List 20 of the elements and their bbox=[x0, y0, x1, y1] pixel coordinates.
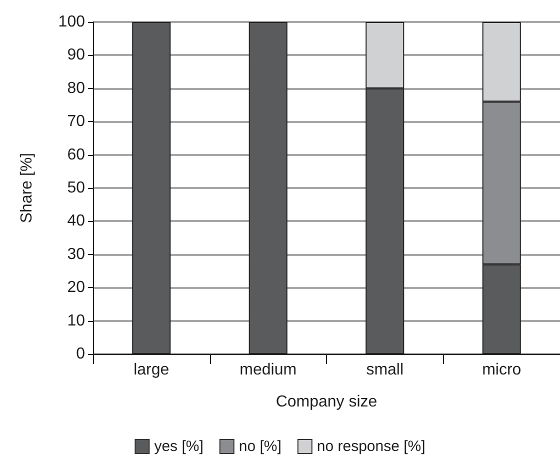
y-tick-label: 80 bbox=[67, 80, 86, 97]
x-tick-label: medium bbox=[240, 362, 297, 378]
y-tick-label: 90 bbox=[67, 46, 86, 64]
y-tick-label: 50 bbox=[67, 180, 86, 196]
y-tick-label: 0 bbox=[76, 346, 86, 362]
x-axis-title: Company size bbox=[276, 394, 378, 410]
y-tick-label: 30 bbox=[67, 246, 86, 263]
x-tick-label: micro bbox=[482, 362, 522, 378]
y-tick-label: 60 bbox=[67, 146, 86, 164]
y-tick-label: 70 bbox=[67, 113, 86, 130]
y-tick-label: 20 bbox=[67, 279, 86, 296]
legend-label: no [%] bbox=[238, 438, 282, 455]
x-tick-label: small bbox=[366, 362, 404, 378]
y-tick-label: 40 bbox=[67, 212, 86, 230]
y-tick-label: 100 bbox=[58, 14, 86, 30]
x-tick-label: large bbox=[134, 362, 170, 378]
y-tick-label: 10 bbox=[67, 312, 86, 330]
legend-label: no response [%] bbox=[316, 438, 426, 455]
y-axis-title: Share [%] bbox=[18, 152, 36, 224]
legend-label: yes [%] bbox=[154, 438, 204, 455]
